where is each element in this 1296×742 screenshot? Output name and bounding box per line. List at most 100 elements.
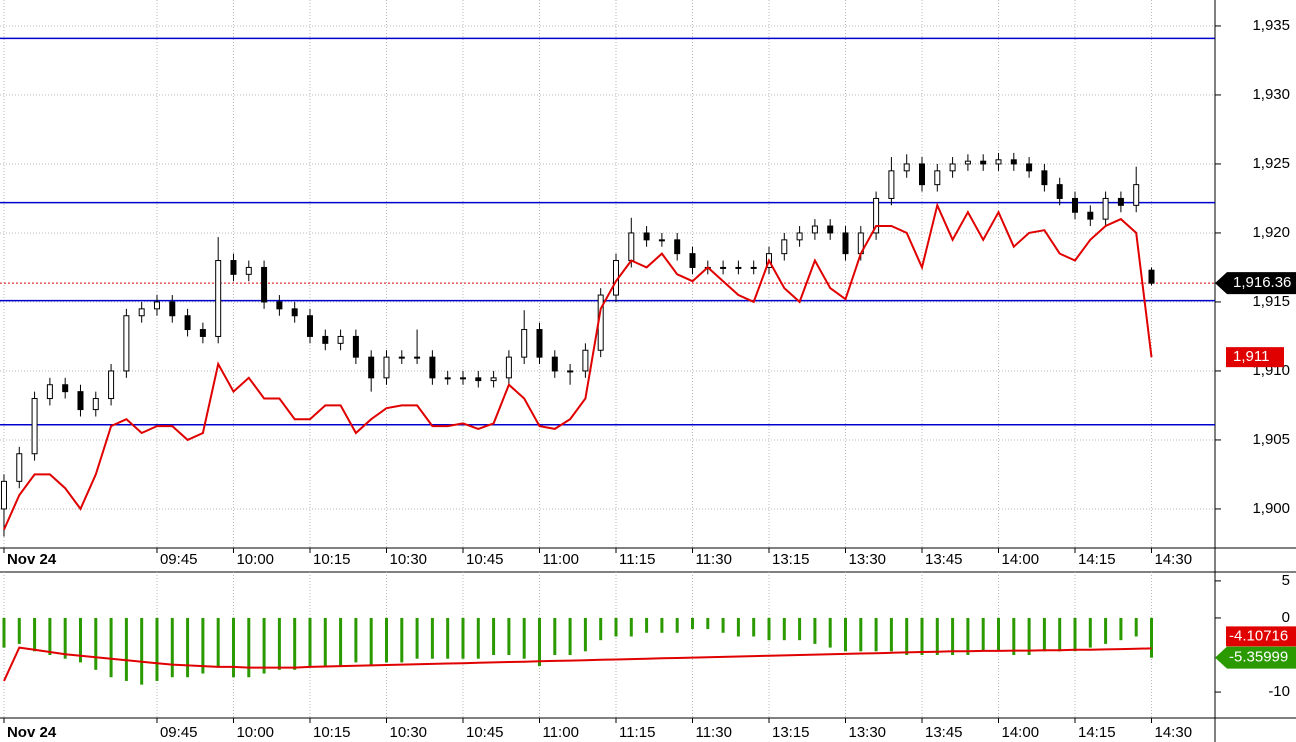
histogram-bar [308, 617, 312, 667]
histogram-bar [384, 617, 388, 663]
histogram-bar [63, 617, 67, 659]
candle-body [337, 335, 344, 344]
candle-body [505, 356, 512, 379]
histogram-bar [446, 617, 450, 659]
histogram-bar [905, 617, 909, 656]
candle-body [398, 356, 405, 359]
candle-body [230, 260, 237, 275]
histogram-bar [1073, 617, 1077, 652]
histogram-bar [430, 617, 434, 659]
candle-body [521, 329, 528, 358]
candle-body [720, 266, 727, 269]
histogram-bar [109, 617, 113, 678]
x-tick-label: 11:30 [695, 551, 731, 568]
x-tick-label: 10:15 [313, 551, 351, 568]
candle-body [551, 356, 558, 372]
signal-last-box [1226, 626, 1296, 647]
candle-body [1056, 184, 1063, 199]
histogram-bar [522, 617, 526, 659]
candle-body [689, 253, 696, 268]
x-tick-label: 10:15 [313, 724, 351, 741]
candle-body [643, 232, 650, 241]
histogram-bar [997, 617, 1001, 652]
histogram-bar [33, 617, 37, 652]
y-tick-label: 5 [1282, 572, 1290, 589]
candle-body [291, 308, 298, 317]
candle-body [16, 453, 23, 482]
candle-body [842, 232, 849, 255]
candle-body [215, 260, 222, 337]
x-tick-label: 14:15 [1078, 551, 1116, 568]
candle-body [62, 384, 69, 393]
histogram-bar [813, 617, 817, 644]
histogram-bar [400, 617, 404, 663]
candle-body [184, 315, 191, 331]
histogram-bar [889, 617, 893, 652]
histogram-bar [293, 617, 297, 670]
overlay-last-box [1226, 347, 1284, 368]
overlay-last-label: 1,911 [1233, 348, 1269, 365]
x-tick-label: Nov 24 [7, 724, 57, 741]
y-tick-label: -10 [1268, 683, 1290, 700]
candle-body [750, 266, 757, 269]
candle-body [429, 356, 436, 379]
candle-body [811, 225, 818, 234]
histogram-bar [798, 617, 802, 641]
histogram-bar [140, 617, 144, 685]
x-tick-label: 11:15 [619, 724, 655, 741]
histogram-bar [415, 617, 419, 659]
x-tick-label: 13:30 [848, 724, 886, 741]
histogram-bar [155, 617, 159, 681]
candle-body [964, 160, 971, 165]
last-price-label: 1,916.36 [1233, 274, 1291, 291]
histogram-bar [492, 617, 496, 656]
histogram-bar [461, 617, 465, 659]
histogram-bar [507, 617, 511, 656]
candle-body [169, 301, 176, 317]
histogram-bar [920, 617, 924, 656]
candle-body [567, 370, 574, 373]
histogram-bar [645, 617, 649, 633]
histogram-bar [599, 617, 603, 641]
x-tick-label: 13:30 [848, 551, 886, 568]
histogram-bar [629, 617, 633, 637]
x-tick-label: 11:00 [542, 724, 578, 741]
histogram-bar [339, 617, 343, 667]
candle-body [796, 232, 803, 241]
candle-body [1087, 211, 1094, 220]
candle-body [658, 239, 665, 242]
candle-body [781, 239, 788, 255]
histogram-bar [78, 617, 82, 663]
candle-body [444, 377, 451, 380]
candle-body [475, 377, 482, 382]
x-tick-label: 10:45 [466, 724, 504, 741]
histogram-bar [186, 617, 190, 678]
histogram-bar [706, 617, 710, 630]
candle-body [46, 384, 53, 400]
candle-body [199, 329, 206, 337]
histogram-bar [48, 617, 52, 656]
x-tick-label: 11:30 [695, 724, 731, 741]
histogram-bar [124, 617, 128, 681]
x-tick-label: 10:30 [389, 724, 427, 741]
histogram-bar [1150, 617, 1154, 658]
candle-body [92, 398, 99, 411]
histogram-bar [170, 617, 174, 678]
candle-body [949, 163, 956, 172]
candle-body [306, 315, 313, 337]
x-tick-label: 14:15 [1078, 724, 1116, 741]
candle-body [245, 266, 252, 275]
candle-body [490, 377, 497, 382]
candle-body [0, 480, 7, 510]
histogram-bar [1104, 617, 1108, 644]
histogram-bar [476, 617, 480, 659]
candle-body [123, 315, 130, 372]
candle-body [1148, 269, 1155, 284]
histogram-bar [935, 617, 939, 656]
x-tick-label: 13:15 [772, 551, 810, 568]
x-tick-label: Nov 24 [7, 551, 57, 568]
y-tick-label: 1,935 [1252, 17, 1290, 34]
candle-body [276, 301, 283, 310]
signal-line [3, 646, 1152, 682]
